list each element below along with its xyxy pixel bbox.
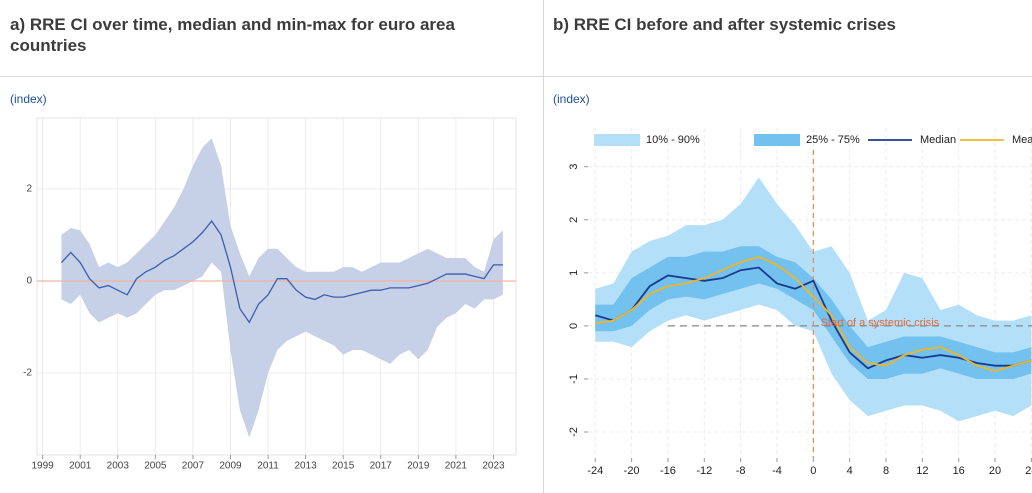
x-tick-label: 2001 [69, 461, 92, 472]
band [61, 138, 503, 438]
y-tick-label: 3 [568, 164, 580, 170]
legend-label: 10% - 90% [646, 134, 700, 146]
x-tick-label: 2023 [482, 461, 505, 472]
y-tick-label: -2 [568, 427, 580, 437]
y-tick-label: 1 [568, 270, 580, 276]
x-tick-label: -16 [660, 465, 676, 477]
x-tick-label: 2009 [219, 461, 242, 472]
unit-label: (index) [10, 92, 47, 106]
line [595, 255, 1032, 372]
x-tick-label: 1999 [32, 461, 55, 472]
separator [543, 0, 544, 493]
annotation: Start of a systemic crisis [821, 317, 940, 329]
y-tick-label: -2 [23, 368, 32, 379]
x-tick-label: -12 [696, 465, 712, 477]
y-tick-label: 2 [26, 184, 32, 195]
x-tick-label: 16 [953, 465, 965, 477]
separator [0, 76, 1032, 77]
legend-swatch [594, 134, 640, 146]
x-tick-label: -24 [587, 465, 603, 477]
unit-label: (index) [553, 92, 590, 106]
x-tick-label: 2003 [107, 461, 130, 472]
x-tick-label: 0 [810, 465, 816, 477]
x-tick-label: 4 [847, 465, 853, 477]
legend-label: Mean [1012, 134, 1032, 146]
y-tick-label: 0 [568, 323, 580, 329]
y-tick-label: -1 [568, 374, 580, 384]
x-tick-label: 2005 [144, 461, 167, 472]
x-tick-label: -8 [736, 465, 746, 477]
x-tick-label: 2019 [407, 461, 430, 472]
plot [37, 118, 516, 455]
line [595, 266, 1032, 370]
x-tick-label: 2015 [332, 461, 355, 472]
x-tick-label: 20 [989, 465, 1001, 477]
x-tick-label: 2013 [294, 461, 317, 472]
panel-title: b) RRE CI before and after systemic cris… [553, 15, 896, 34]
x-tick-label: -4 [772, 465, 782, 477]
legend-label: 25% - 75% [806, 134, 860, 146]
x-tick-label: 24 [1025, 465, 1032, 477]
x-tick-label: -20 [624, 465, 640, 477]
y-tick-label: 2 [568, 217, 580, 223]
x-tick-label: 2007 [182, 461, 205, 472]
x-tick-label: 2021 [445, 461, 468, 472]
plot [588, 128, 1032, 458]
x-tick-label: 12 [916, 465, 928, 477]
line [60, 220, 503, 324]
x-tick-label: 2011 [257, 461, 279, 472]
band [595, 246, 1032, 379]
legend-label: Median [920, 134, 956, 146]
panel-title: a) RRE CI over time, median and min-max … [10, 15, 455, 55]
x-tick-label: 8 [883, 465, 889, 477]
legend-swatch [754, 134, 800, 146]
y-tick-label: 0 [26, 276, 32, 287]
x-tick-label: 2017 [370, 461, 393, 472]
